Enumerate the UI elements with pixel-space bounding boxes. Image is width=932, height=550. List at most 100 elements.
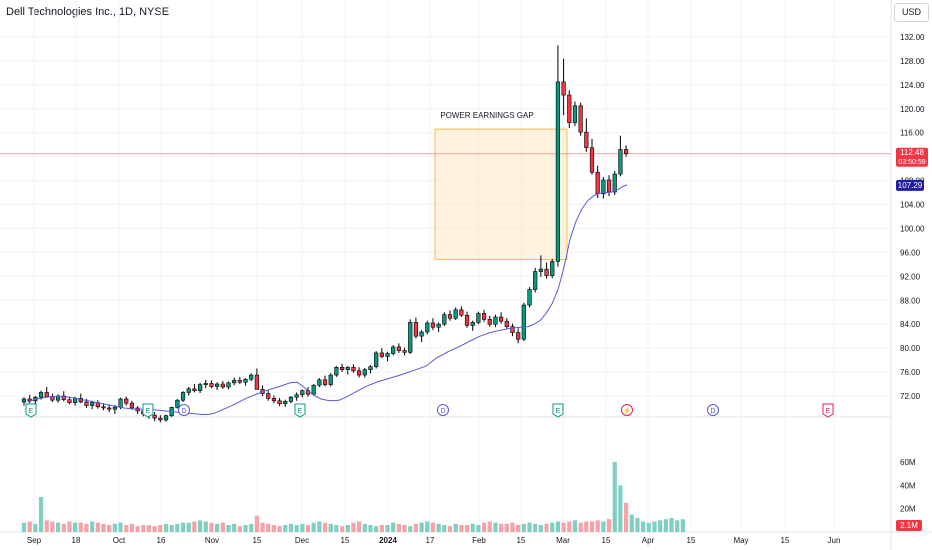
candle[interactable] — [476, 311, 481, 325]
candle[interactable] — [618, 135, 623, 177]
candle[interactable] — [538, 255, 543, 277]
candle[interactable] — [453, 307, 458, 321]
candle[interactable] — [300, 389, 305, 398]
candle[interactable] — [362, 367, 367, 378]
candle[interactable] — [175, 398, 180, 409]
candle[interactable] — [464, 311, 470, 328]
candle[interactable] — [163, 414, 169, 422]
candle[interactable] — [436, 322, 441, 332]
candle[interactable] — [288, 396, 294, 404]
candle[interactable] — [328, 373, 333, 387]
candle[interactable] — [481, 309, 487, 322]
candle[interactable] — [470, 320, 475, 331]
candle[interactable] — [283, 399, 288, 407]
event-markers[interactable]: E E D E D E ⚡ D E — [25, 403, 834, 418]
time-axis[interactable]: Sep 18 Oct 16 Nov 15 Dec 15 2024 17 Feb 15 Mar 15 Apr 1… — [27, 536, 841, 545]
earnings-event-icon[interactable]: E — [142, 403, 154, 418]
candle[interactable] — [243, 378, 248, 386]
candle[interactable] — [510, 323, 515, 337]
candle[interactable] — [589, 138, 595, 175]
currency-button[interactable]: USD — [894, 3, 929, 22]
candle[interactable] — [493, 314, 498, 328]
candle[interactable] — [521, 302, 526, 341]
candle[interactable] — [95, 400, 100, 409]
candle[interactable] — [527, 287, 532, 308]
candle[interactable] — [345, 366, 350, 375]
candle[interactable] — [425, 320, 430, 335]
candle[interactable] — [544, 262, 549, 279]
dividend-event-icon[interactable]: D — [707, 404, 719, 416]
candle[interactable] — [487, 315, 492, 327]
candle[interactable] — [44, 387, 49, 397]
candle[interactable] — [379, 348, 384, 359]
candle[interactable] — [567, 90, 572, 128]
candle[interactable] — [277, 397, 282, 407]
candle[interactable] — [135, 406, 140, 414]
dividend-event-icon[interactable]: D — [178, 404, 190, 416]
candle[interactable] — [107, 404, 112, 413]
candle[interactable] — [271, 395, 277, 404]
candle[interactable] — [317, 378, 322, 388]
candle[interactable] — [129, 400, 135, 410]
candle[interactable] — [606, 175, 612, 197]
candle[interactable] — [21, 397, 27, 406]
candle[interactable] — [550, 258, 555, 279]
candle[interactable] — [402, 347, 407, 356]
candle[interactable] — [339, 363, 345, 373]
candle[interactable] — [90, 400, 95, 410]
candle[interactable] — [578, 102, 583, 136]
candle[interactable] — [504, 318, 509, 329]
candle[interactable] — [249, 373, 254, 382]
candle[interactable] — [374, 351, 379, 369]
candle[interactable] — [533, 267, 538, 293]
earnings-event-icon[interactable]: E — [552, 403, 564, 418]
candle[interactable] — [186, 387, 191, 396]
candle[interactable] — [226, 381, 231, 390]
earnings-event-icon[interactable]: E — [822, 403, 834, 418]
candle[interactable] — [572, 101, 578, 127]
candle[interactable] — [209, 380, 214, 389]
candle[interactable] — [385, 351, 390, 362]
candle[interactable] — [430, 318, 436, 331]
candle[interactable] — [220, 381, 225, 389]
candle[interactable] — [203, 379, 208, 389]
candle[interactable] — [499, 312, 504, 324]
price-axis[interactable]: 132.00128.00124.00120.00116.00112.00108.… — [900, 33, 925, 401]
candle[interactable] — [50, 393, 55, 402]
candle[interactable] — [158, 415, 163, 423]
candle[interactable] — [254, 368, 259, 390]
candle[interactable] — [459, 306, 464, 318]
candle[interactable] — [124, 396, 129, 406]
candle[interactable] — [368, 364, 373, 374]
candle[interactable] — [601, 177, 606, 199]
candle[interactable] — [561, 58, 566, 116]
earnings-event-icon[interactable]: E — [294, 403, 306, 418]
candle[interactable] — [623, 145, 629, 157]
candle[interactable] — [408, 319, 413, 355]
candle[interactable] — [311, 384, 316, 396]
candle[interactable] — [266, 390, 271, 401]
candle[interactable] — [447, 310, 453, 321]
candle[interactable] — [180, 391, 186, 402]
candle[interactable] — [555, 45, 561, 267]
candle[interactable] — [584, 118, 589, 152]
candle[interactable] — [442, 312, 447, 326]
candle[interactable] — [396, 343, 401, 353]
candle[interactable] — [294, 392, 299, 401]
candle[interactable] — [197, 382, 203, 394]
candle[interactable] — [78, 393, 83, 404]
candle[interactable] — [232, 377, 237, 386]
candle[interactable] — [334, 366, 339, 377]
candle[interactable] — [55, 394, 61, 403]
candle[interactable] — [516, 328, 521, 344]
candle[interactable] — [419, 330, 424, 343]
earnings-event-icon[interactable]: E — [25, 403, 37, 418]
candle[interactable] — [152, 412, 157, 422]
split-event-icon[interactable]: ⚡ — [621, 404, 633, 416]
candle[interactable] — [192, 384, 197, 393]
candle[interactable] — [413, 317, 419, 339]
dividend-event-icon[interactable]: D — [437, 404, 449, 416]
candle[interactable] — [357, 367, 362, 378]
candle[interactable] — [260, 385, 265, 396]
